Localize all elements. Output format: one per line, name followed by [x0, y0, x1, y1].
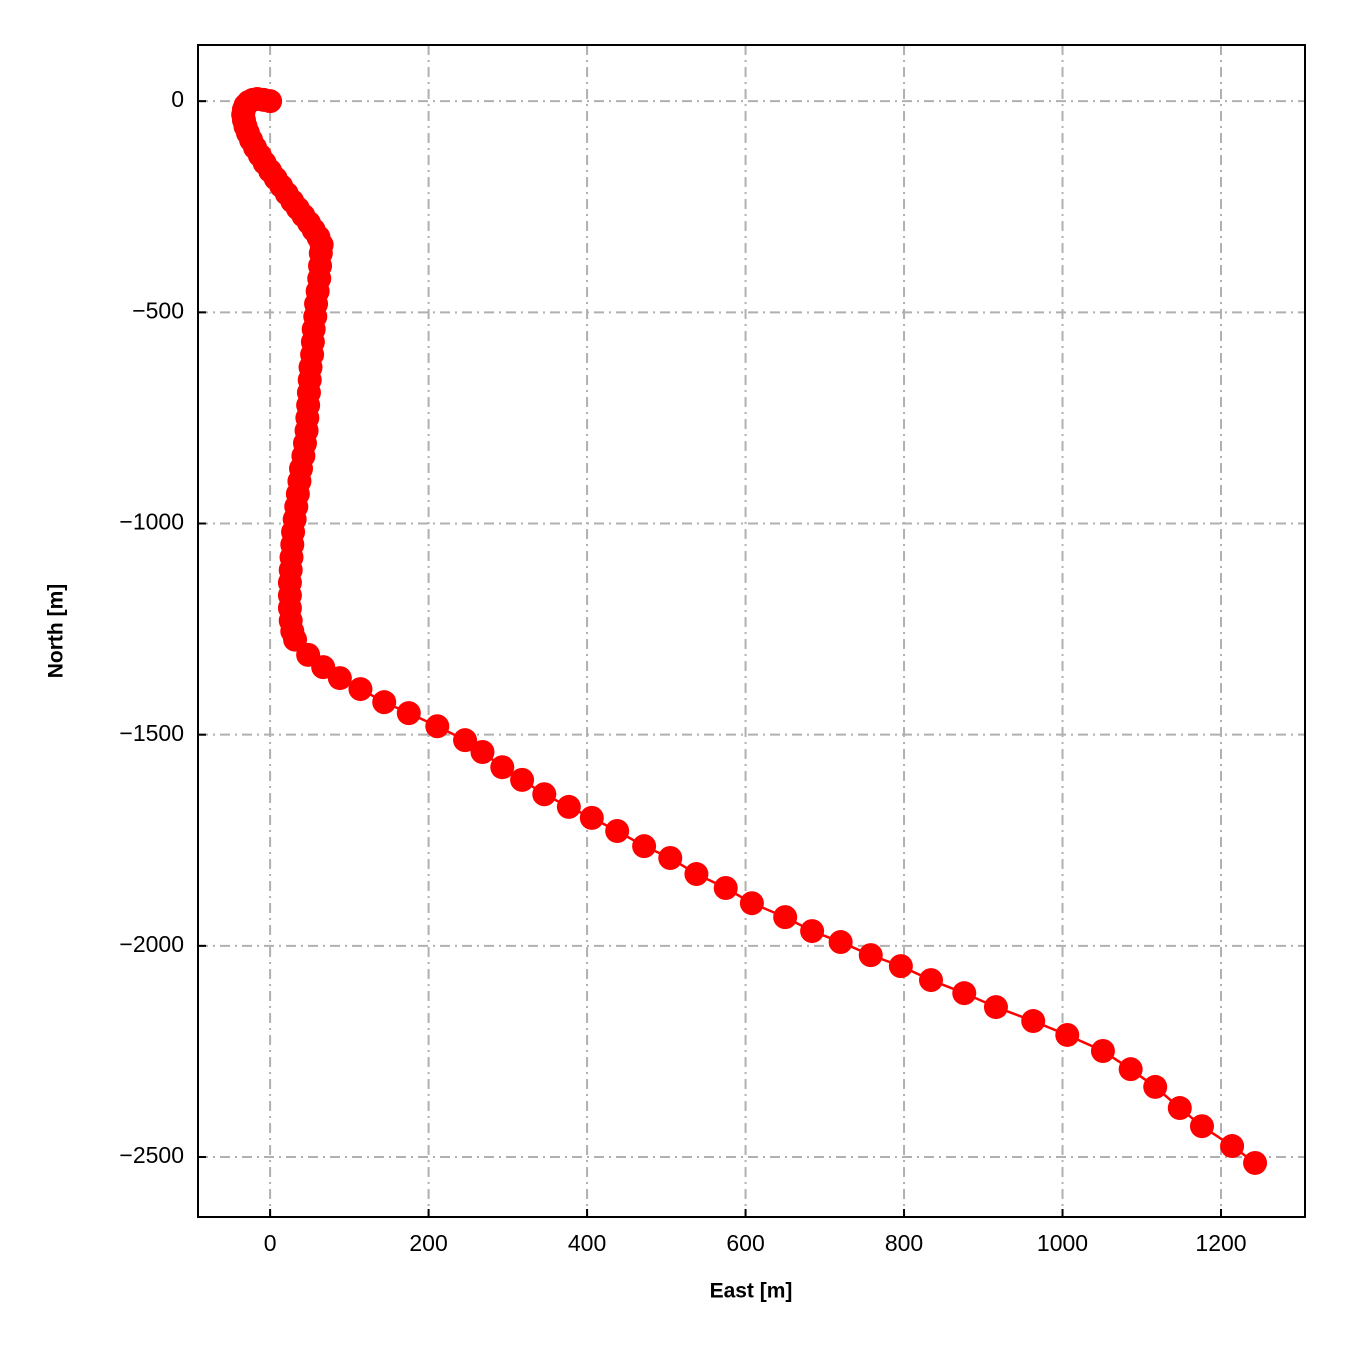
- point: [684, 862, 709, 887]
- point: [327, 666, 352, 691]
- point: [828, 930, 853, 955]
- point: [658, 846, 683, 871]
- x-axis-label: East [m]: [710, 1280, 793, 1303]
- point: [453, 728, 478, 753]
- point: [983, 995, 1008, 1020]
- point: [372, 690, 397, 715]
- point: [1055, 1022, 1080, 1047]
- point: [510, 767, 535, 792]
- point: [1143, 1074, 1168, 1099]
- point: [888, 954, 913, 979]
- point: [800, 919, 825, 944]
- point: [1189, 1114, 1214, 1139]
- point: [532, 782, 557, 807]
- y-tick-label: −1500: [119, 720, 184, 746]
- point: [632, 834, 657, 859]
- point: [713, 875, 738, 900]
- point: [773, 905, 798, 930]
- point: [1243, 1150, 1268, 1175]
- y-tick-label: −500: [132, 297, 184, 323]
- point: [952, 981, 977, 1006]
- x-tick-label: 200: [409, 1230, 447, 1256]
- x-tick-label: 600: [726, 1230, 764, 1256]
- point: [556, 794, 581, 819]
- point: [605, 818, 630, 843]
- y-tick-label: −2500: [119, 1142, 184, 1168]
- x-tick-label: 0: [264, 1230, 277, 1256]
- plot-frame: [197, 44, 1306, 1218]
- x-tick-label: 800: [885, 1230, 923, 1256]
- y-axis-label: North [m]: [45, 584, 68, 678]
- series-line: [241, 97, 1256, 1164]
- y-tick-label: −1000: [119, 509, 184, 535]
- y-tick-label: 0: [171, 86, 184, 112]
- y-tick-label: −2000: [119, 931, 184, 957]
- point: [1118, 1057, 1143, 1082]
- point: [470, 740, 495, 765]
- point: [425, 714, 450, 739]
- point: [396, 701, 421, 726]
- point: [918, 968, 943, 993]
- point: [1167, 1096, 1192, 1121]
- point: [1090, 1039, 1115, 1064]
- x-tick-label: 1200: [1195, 1230, 1246, 1256]
- x-tick-label: 400: [568, 1230, 606, 1256]
- point: [1021, 1009, 1046, 1034]
- point: [579, 805, 604, 830]
- point: [1220, 1134, 1245, 1159]
- point: [348, 677, 373, 702]
- point: [739, 891, 764, 916]
- point: [490, 755, 515, 780]
- x-tick-label: 1000: [1037, 1230, 1088, 1256]
- point: [858, 943, 883, 968]
